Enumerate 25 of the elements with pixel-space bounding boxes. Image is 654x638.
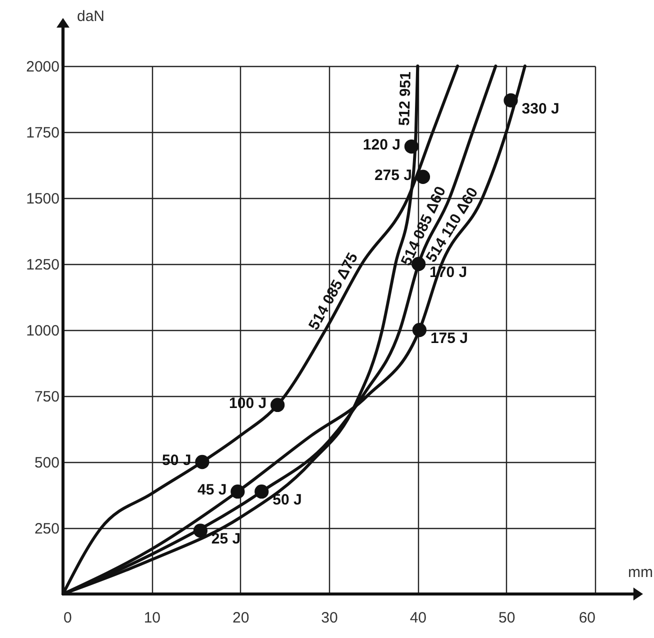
annotation: 25 J — [211, 530, 241, 548]
x-tick-label: 40 — [410, 610, 427, 626]
text: 512 951 — [396, 71, 415, 126]
y-tick-label: 500 — [34, 454, 60, 472]
x-tick-label: 0 — [64, 610, 72, 626]
y-tick-label: 750 — [34, 388, 60, 406]
x-tick-label: 10 — [144, 610, 161, 626]
annotation: 275 J — [374, 166, 412, 184]
y-tick-label: 1250 — [26, 256, 60, 274]
y-tick-label: 250 — [34, 520, 60, 538]
y-tick-label: 2000 — [26, 58, 60, 76]
annotation: 175 J — [430, 330, 468, 347]
y-tick-label: 1500 — [26, 190, 60, 208]
x-tick-label: 50 — [498, 610, 516, 626]
annotation: 330 J — [522, 100, 560, 118]
x-axis-title: mm — [628, 564, 653, 581]
x-tick-label: 20 — [232, 610, 250, 626]
y-tick-label: 1750 — [26, 124, 60, 142]
y-axis-title: daN — [77, 8, 105, 25]
y-tick-label: 1000 — [26, 322, 60, 340]
x-tick-label: 30 — [321, 610, 338, 626]
annotation: 120 J — [362, 136, 400, 154]
text: 514 085 Δ75 — [306, 250, 362, 333]
annotation: 45 J — [197, 482, 227, 499]
x-tick-label: 60 — [578, 610, 596, 626]
